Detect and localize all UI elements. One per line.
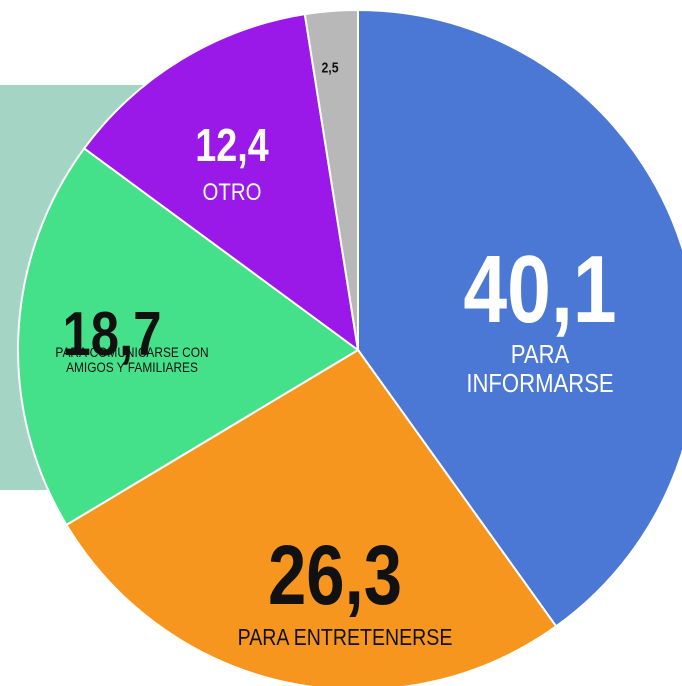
pie-slice	[303, 8, 359, 351]
category-label: PARA ENTRETENERSE	[237, 624, 453, 650]
pie-slice	[65, 348, 558, 686]
value-label: 18,7	[62, 300, 162, 369]
value-label: 2,5	[321, 59, 339, 77]
category-label: PARA INFORMARSE	[466, 339, 614, 398]
pie-slice	[17, 147, 360, 527]
value-label: 40,1	[463, 236, 617, 343]
value-label: 12,4	[195, 119, 269, 171]
pie-slice	[82, 13, 360, 353]
value-label: 26,3	[267, 528, 403, 622]
category-label: OTRO	[202, 179, 262, 206]
category-label: PARA COMUNICARSE CON AMIGOS Y FAMILIARES	[55, 344, 209, 376]
